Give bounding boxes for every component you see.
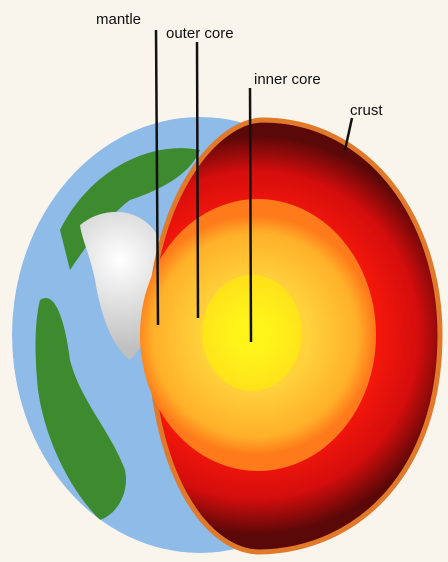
earth-cutaway: [140, 117, 443, 555]
outer-core-pointer-line: [195, 41, 200, 319]
crust-pointer-line: [343, 117, 354, 151]
mantle-label: mantle: [96, 11, 142, 28]
label-pointers: [154, 29, 354, 343]
mantle-pointer-line: [154, 29, 160, 326]
continent-south: [35, 298, 126, 520]
outer-core-label: outer core: [166, 25, 234, 42]
continent-north: [60, 148, 200, 270]
inner-core-pointer-line: [248, 87, 253, 343]
inner-core-label: inner core: [254, 71, 321, 88]
crust-label: crust: [350, 102, 383, 119]
